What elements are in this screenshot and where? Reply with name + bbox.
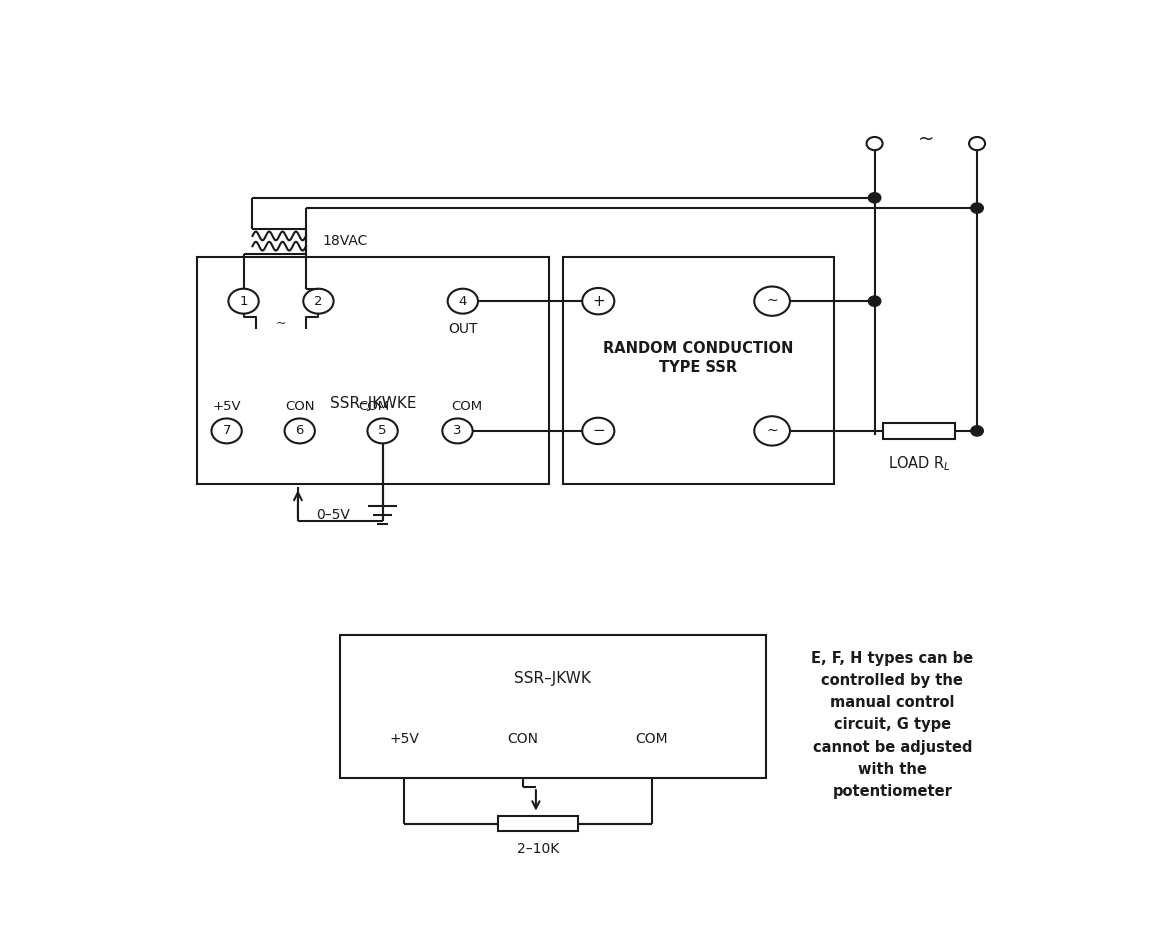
- Circle shape: [868, 192, 881, 203]
- Text: CON: CON: [507, 732, 538, 745]
- Bar: [340, 635, 766, 778]
- Bar: [498, 817, 577, 831]
- Bar: [883, 423, 954, 439]
- Text: SSR–JKWK: SSR–JKWK: [514, 671, 591, 686]
- Text: 6: 6: [296, 425, 304, 437]
- Circle shape: [971, 426, 983, 436]
- Circle shape: [868, 296, 881, 307]
- Text: 3: 3: [453, 425, 461, 437]
- Text: +5V: +5V: [389, 732, 419, 745]
- Text: ~: ~: [276, 317, 286, 329]
- Text: +5V: +5V: [213, 400, 242, 412]
- Circle shape: [971, 203, 983, 213]
- Text: COM: COM: [636, 732, 668, 745]
- Text: ~: ~: [766, 294, 777, 308]
- Text: ~: ~: [918, 129, 934, 149]
- Text: LOAD R$_L$: LOAD R$_L$: [888, 454, 951, 473]
- Bar: [562, 257, 835, 485]
- Text: 7: 7: [222, 425, 231, 437]
- Text: 0–5V: 0–5V: [316, 508, 350, 523]
- Text: RANDOM CONDUCTION: RANDOM CONDUCTION: [604, 342, 793, 356]
- Text: −: −: [592, 424, 605, 439]
- Text: 2: 2: [314, 295, 323, 307]
- Text: TYPE SSR: TYPE SSR: [659, 360, 737, 375]
- Text: +: +: [592, 293, 605, 308]
- Text: E, F, H types can be
controlled by the
manual control
circuit, G type
cannot be : E, F, H types can be controlled by the m…: [812, 651, 973, 799]
- Text: COM: COM: [451, 400, 482, 412]
- Text: 4: 4: [459, 295, 467, 307]
- Text: OUT: OUT: [448, 322, 477, 336]
- Text: COM: COM: [358, 400, 389, 412]
- Text: 1: 1: [239, 295, 247, 307]
- Bar: [198, 257, 550, 485]
- Text: 18VAC: 18VAC: [322, 234, 367, 248]
- Text: CON: CON: [285, 400, 314, 412]
- Text: SSR–JKWKE: SSR–JKWKE: [330, 396, 416, 411]
- Text: ~: ~: [766, 424, 777, 438]
- Text: 5: 5: [378, 425, 386, 437]
- Text: 2–10K: 2–10K: [516, 843, 559, 856]
